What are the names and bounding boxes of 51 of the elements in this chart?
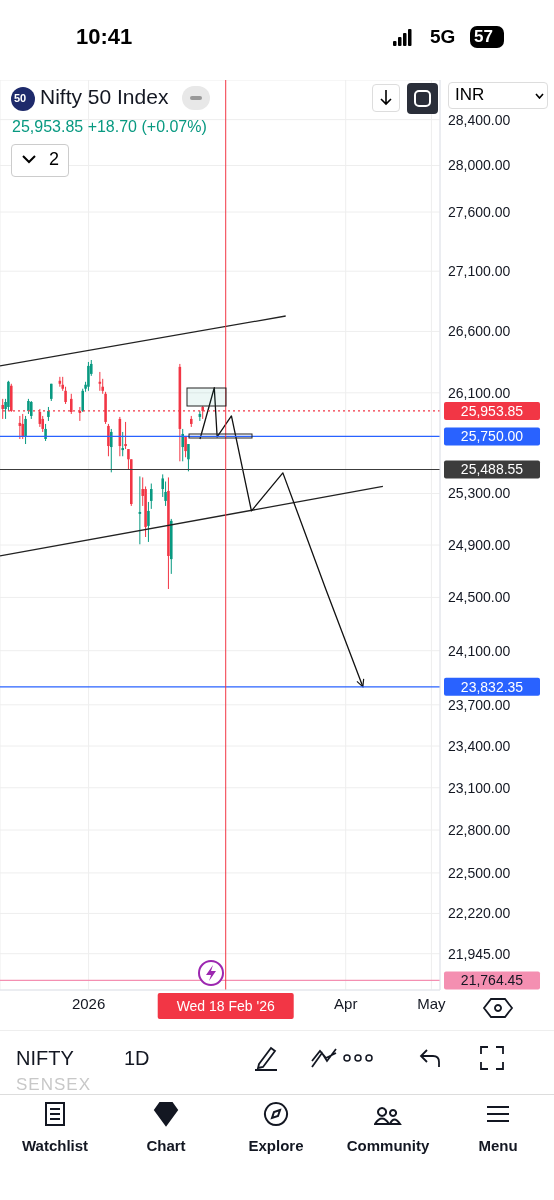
ref-line-label: 23,832.35	[460, 678, 524, 695]
text: NIFTY	[16, 1047, 74, 1070]
y-tick-label: 24,900.00	[448, 537, 511, 554]
y-tick-label: 24,100.00	[448, 642, 511, 659]
y-tick-label: 24,500.00	[448, 589, 511, 606]
candlestick	[21, 413, 24, 440]
text: Watchlist	[21, 1137, 89, 1154]
ref-line-label: 25,750.00	[460, 428, 524, 445]
y-tick-label: 23,700.00	[448, 696, 511, 713]
y-tick-label: 27,100.00	[448, 263, 511, 280]
y-tick-label: 28,000.00	[448, 157, 511, 174]
text: Community	[346, 1137, 430, 1154]
y-tick-label: 22,500.00	[448, 864, 511, 881]
y-tick-label: 28,400.00	[448, 111, 511, 128]
y-tick-label: 23,400.00	[448, 738, 511, 754]
chart-title: Nifty 50 Index	[40, 85, 169, 109]
candlestick	[124, 421, 127, 450]
text: 10:41	[76, 24, 133, 50]
ref-line-label: Wed 18 Feb '26	[176, 998, 275, 1014]
text: 57	[474, 27, 493, 47]
ref-line-label: 21,764.45	[460, 972, 524, 989]
candlestick	[187, 443, 190, 472]
x-tick-label: 2026	[71, 994, 106, 1012]
y-tick-label: 27,600.00	[448, 204, 511, 221]
candlestick	[121, 431, 124, 457]
text: INR	[455, 85, 485, 105]
y-tick-label: 25,300.00	[448, 485, 511, 502]
y-tick-label: 21,945.00	[448, 945, 511, 962]
candlestick	[107, 423, 110, 457]
candlestick	[24, 415, 27, 445]
x-tick-label: Apr	[334, 994, 358, 1012]
annotation: 50	[14, 92, 27, 104]
x-tick-label: May	[417, 994, 447, 1012]
ref-line-label: 25,488.55	[460, 461, 524, 478]
text: 25,953.85 +18.70 (+0.07%)	[12, 118, 207, 136]
y-tick-label: 22,800.00	[448, 822, 511, 839]
text: Menu	[478, 1137, 518, 1154]
annotation: 2	[49, 149, 60, 170]
text: 5G	[430, 26, 456, 48]
text: Chart	[146, 1137, 186, 1154]
y-tick-label: 23,100.00	[448, 779, 511, 796]
candlestick	[181, 428, 184, 462]
text: Explore	[248, 1137, 304, 1154]
ref-line-label: 25,953.85	[460, 402, 524, 419]
text: 1D	[124, 1047, 150, 1070]
candlestick	[150, 483, 153, 510]
candlestick	[110, 428, 113, 473]
y-tick-label: 22,220.00	[448, 905, 511, 922]
y-tick-label: 26,100.00	[448, 384, 511, 401]
y-tick-label: 26,600.00	[448, 323, 511, 340]
candlestick	[147, 501, 150, 543]
